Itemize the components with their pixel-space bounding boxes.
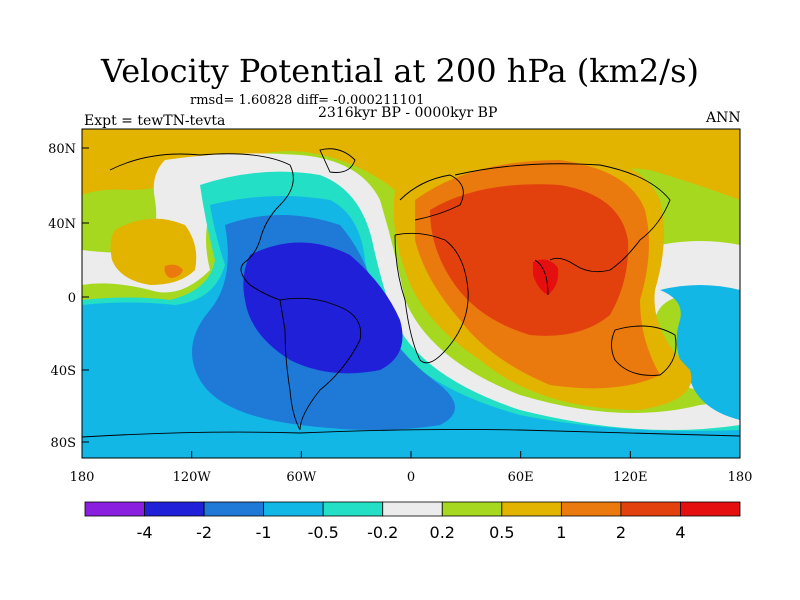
coastline-north-america: [109, 153, 294, 301]
colorbar-label: 0.2: [430, 523, 455, 542]
lon-tick-label: 180: [728, 470, 753, 485]
contour-band-north: [82, 129, 740, 200]
colorbar-label: -1: [256, 523, 272, 542]
colorbar-swatch: [322, 501, 384, 517]
colorbar-swatch: [680, 501, 741, 517]
colorbar-label: 4: [675, 523, 685, 542]
coastline-antarctica: [82, 428, 740, 438]
lon-tick-label: 180: [70, 470, 95, 485]
colorbar-label: 0.5: [489, 523, 514, 542]
colorbar-label: -4: [137, 523, 153, 542]
colorbar-swatch: [144, 501, 205, 517]
lat-tick-label: 80N: [48, 142, 76, 157]
coastline-greenland: [319, 148, 356, 173]
coastline-asia: [454, 163, 671, 273]
coastline-europe: [399, 174, 464, 221]
colorbar-swatch: [84, 501, 145, 517]
lon-tick-label: 60W: [286, 470, 317, 485]
lon-tick-label: 0: [407, 470, 415, 485]
coastlines: [82, 148, 740, 438]
lat-tick-label: 40S: [51, 364, 76, 379]
colorbar-swatch: [620, 501, 681, 517]
colorbar-swatch: [501, 501, 562, 517]
lon-tick-label: 60E: [508, 470, 534, 485]
colorbar-label: -0.5: [308, 523, 339, 542]
contour-band-high-positive: [430, 184, 629, 336]
period-text: 2316kyr BP - 0000kyr BP: [318, 105, 498, 121]
contour-band-minimum: [243, 242, 403, 374]
map-title: Velocity Potential at 200 hPa (km2/s): [101, 52, 699, 90]
season-label: ANN: [706, 110, 741, 126]
contour-band-pacific-peak: [164, 264, 183, 278]
colorbar-label: 1: [556, 523, 566, 542]
coastline-australia: [611, 325, 677, 376]
stats-text: rmsd= 1.60828 diff= -0.000211101: [190, 93, 425, 108]
colorbar-swatch: [203, 501, 265, 517]
contour-band-pacific-negative: [660, 285, 740, 420]
contour-band-maximum: [533, 259, 559, 295]
latitude-axis: 80N 40N 0 40S 80S: [48, 142, 89, 451]
lon-tick-label: 120E: [613, 470, 647, 485]
lon-tick-label: 120W: [173, 470, 212, 485]
colorbar-swatch: [560, 501, 622, 517]
colorbar-label: -0.2: [367, 523, 398, 542]
colorbar: -4 -2 -1 -0.5 -0.2 0.2 0.5 1 2 4: [84, 501, 741, 542]
lat-tick-label: 40N: [48, 217, 76, 232]
colorbar-label: 2: [616, 523, 626, 542]
experiment-label: Expt = tewTN-tevta: [84, 113, 226, 129]
longitude-axis: 180 120W 60W 0 60E 120E 180: [70, 451, 753, 485]
lat-tick-label: 80S: [51, 436, 76, 451]
coastline-africa: [394, 232, 469, 364]
coastline-india: [534, 259, 549, 296]
lat-tick-label: 0: [68, 291, 76, 306]
colorbar-swatch: [441, 501, 503, 517]
colorbar-label: -2: [196, 523, 212, 542]
coastline-south-america: [279, 297, 362, 431]
colorbar-swatch: [263, 501, 324, 517]
colorbar-swatch: [382, 501, 443, 517]
contour-field: [82, 129, 740, 458]
